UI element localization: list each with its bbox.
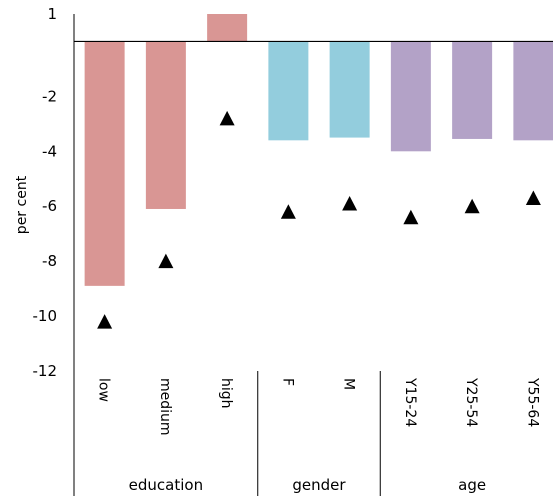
bar-f xyxy=(268,41,309,141)
bar-high xyxy=(207,14,248,42)
bars-layer xyxy=(84,14,553,286)
markers-layer xyxy=(97,110,541,329)
bar-low xyxy=(84,41,125,286)
y-axis-label: per cent xyxy=(14,175,30,234)
category-label: low xyxy=(96,378,112,402)
bar-y25-54 xyxy=(452,41,493,139)
group-label-education: education xyxy=(129,476,203,494)
bar-medium xyxy=(145,41,186,209)
category-label: Y15-24 xyxy=(402,377,418,427)
bar-y55-64 xyxy=(513,41,553,141)
marker-y25-54 xyxy=(464,198,480,214)
bar-m xyxy=(329,41,370,138)
category-label: F xyxy=(279,378,295,386)
y-tick-label: -4 xyxy=(42,142,57,160)
y-tick-label: -10 xyxy=(33,307,58,325)
marker-y15-24 xyxy=(403,209,419,225)
category-label: M xyxy=(341,378,357,390)
category-label: Y55-64 xyxy=(524,377,540,427)
bar-y15-24 xyxy=(390,41,431,152)
y-tick-label: -2 xyxy=(42,87,57,105)
marker-medium xyxy=(158,253,174,269)
group-label-age: age xyxy=(458,476,486,494)
category-labels: low medium high F M Y15-24 Y25-54 Y55-64 xyxy=(96,377,541,436)
marker-y55-64 xyxy=(525,190,541,205)
category-label: medium xyxy=(157,378,173,436)
y-tick-label: -6 xyxy=(42,197,57,215)
group-label-gender: gender xyxy=(292,476,346,494)
group-separators xyxy=(257,371,381,496)
group-labels: education gender age xyxy=(129,476,486,494)
y-tick-labels: 1 -2 -4 -6 -8 -10 -12 xyxy=(33,5,58,380)
y-tick-label: 1 xyxy=(47,5,57,23)
category-label: Y25-54 xyxy=(463,377,479,427)
marker-m xyxy=(342,195,358,211)
category-label: high xyxy=(218,378,234,409)
y-tick-label: -12 xyxy=(33,362,58,380)
marker-low xyxy=(97,314,113,329)
y-tick-label: -8 xyxy=(42,252,57,270)
marker-high xyxy=(219,110,235,126)
marker-f xyxy=(280,204,296,219)
